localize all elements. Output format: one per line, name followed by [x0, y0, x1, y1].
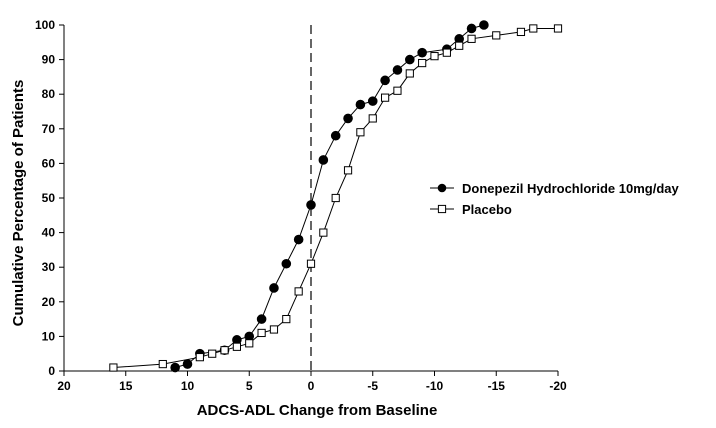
y-tick-label: 0 [48, 364, 55, 378]
y-tick-label: 20 [42, 295, 56, 309]
data-point [529, 24, 538, 33]
x-tick-label: 10 [181, 379, 195, 393]
x-tick-label: -20 [549, 379, 567, 393]
data-point [430, 52, 439, 61]
data-point [381, 93, 390, 102]
x-tick-label: -5 [367, 379, 378, 393]
legend-item: Placebo [430, 202, 512, 217]
x-tick-label: 0 [308, 379, 315, 393]
data-point [355, 99, 366, 110]
data-point [269, 325, 279, 334]
data-point [405, 69, 414, 78]
data-point [367, 96, 378, 106]
x-ticks: 20 15 10 5 0 -5 -10 -15 -20 [57, 371, 567, 393]
x-tick-label: -15 [488, 379, 506, 393]
data-point [492, 31, 501, 40]
data-point [182, 359, 193, 369]
data-point [455, 41, 464, 50]
series-group [109, 20, 563, 373]
data-point [245, 339, 254, 348]
data-point [393, 86, 402, 95]
data-point [553, 24, 563, 33]
y-tick-label: 60 [42, 156, 56, 170]
y-axis-title: Cumulative Percentage of Patients [10, 80, 27, 327]
y-tick-label: 40 [42, 226, 56, 240]
data-point [208, 349, 217, 358]
data-point [356, 128, 365, 137]
data-point [479, 20, 489, 30]
data-point [368, 114, 377, 123]
data-point [331, 193, 340, 203]
data-point [306, 259, 316, 268]
x-tick-label: -10 [426, 379, 444, 393]
data-point [319, 228, 328, 237]
data-point [392, 65, 403, 75]
data-point [306, 200, 316, 210]
x-tick-label: 5 [246, 379, 253, 393]
data-point [318, 155, 329, 165]
x-axis-title: ADCS-ADL Change from Baseline [197, 402, 438, 419]
data-point [467, 34, 476, 43]
data-point [294, 287, 303, 296]
y-tick-label: 90 [42, 53, 56, 67]
legend-marker [437, 204, 447, 214]
series-line [175, 24, 485, 368]
y-tick-label: 50 [42, 191, 56, 205]
data-point [343, 166, 353, 175]
series-1 [170, 20, 489, 373]
y-ticks: 0 10 20 30 40 50 60 70 80 90 100 [35, 18, 64, 378]
data-point [417, 47, 427, 58]
data-point [343, 113, 353, 124]
y-tick-label: 80 [42, 87, 56, 101]
data-point [281, 258, 292, 269]
data-point [158, 359, 167, 369]
data-point [405, 54, 415, 65]
x-tick-label: 20 [57, 379, 71, 393]
data-point [516, 27, 526, 37]
legend-item: Donepezil Hydrochloride 10mg/day [430, 181, 679, 196]
legend-marker [437, 183, 447, 193]
data-point [466, 23, 477, 34]
data-point [109, 363, 118, 372]
y-tick-label: 30 [42, 260, 56, 274]
series-2 [109, 24, 563, 372]
y-tick-label: 70 [42, 122, 56, 136]
legend: Donepezil Hydrochloride 10mg/day Placebo [430, 181, 679, 217]
y-tick-label: 10 [42, 329, 56, 343]
data-point [330, 130, 341, 141]
data-point [269, 283, 279, 293]
data-point [170, 362, 180, 373]
data-point [195, 353, 204, 362]
data-point [442, 48, 451, 57]
data-point [418, 58, 427, 68]
data-point [256, 314, 267, 324]
data-point [282, 315, 291, 324]
y-tick-label: 100 [35, 18, 55, 32]
data-point [232, 342, 242, 351]
data-point [380, 75, 390, 86]
data-point [220, 346, 229, 355]
data-point [293, 234, 304, 245]
legend-label: Placebo [462, 202, 512, 217]
data-point [257, 328, 266, 338]
legend-label: Donepezil Hydrochloride 10mg/day [462, 181, 679, 196]
x-tick-label: 15 [119, 379, 133, 393]
